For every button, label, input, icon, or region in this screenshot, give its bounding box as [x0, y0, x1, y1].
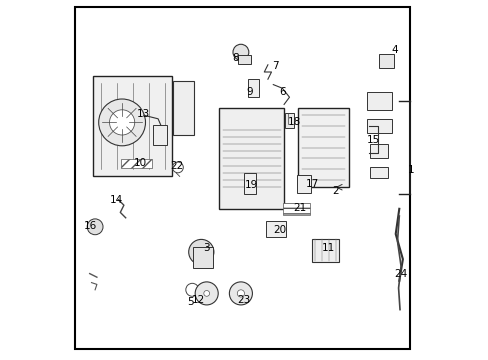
Text: 5: 5: [187, 297, 193, 307]
Text: 8: 8: [232, 53, 239, 63]
Circle shape: [99, 99, 145, 146]
Text: 10: 10: [134, 158, 147, 168]
Text: 12: 12: [191, 294, 204, 305]
Text: 16: 16: [83, 221, 97, 231]
Bar: [370, 144, 387, 158]
Circle shape: [203, 291, 209, 296]
Bar: [121, 159, 151, 168]
Bar: [366, 92, 391, 110]
Text: 4: 4: [391, 45, 398, 55]
Bar: [93, 76, 172, 176]
Bar: [266, 220, 285, 237]
Bar: [366, 119, 391, 133]
Circle shape: [237, 290, 244, 297]
Text: 22: 22: [170, 161, 183, 171]
Text: 19: 19: [244, 180, 257, 190]
Circle shape: [229, 282, 252, 305]
Text: 7: 7: [272, 60, 279, 71]
Text: 13: 13: [136, 109, 149, 120]
Bar: [298, 108, 348, 187]
Text: 3: 3: [203, 243, 209, 253]
Text: 18: 18: [287, 117, 300, 127]
Circle shape: [87, 219, 103, 235]
Bar: [152, 125, 167, 145]
Text: 2: 2: [331, 186, 338, 196]
Text: 15: 15: [366, 135, 379, 145]
Bar: [219, 108, 284, 209]
Text: 20: 20: [273, 225, 286, 235]
Bar: [311, 239, 338, 262]
Bar: [172, 81, 194, 135]
Bar: [247, 79, 258, 97]
Circle shape: [195, 282, 218, 305]
Circle shape: [172, 162, 183, 173]
Text: 11: 11: [321, 243, 334, 253]
Text: 9: 9: [246, 87, 253, 97]
Bar: [379, 54, 393, 68]
Text: 17: 17: [305, 179, 318, 189]
Circle shape: [185, 283, 199, 296]
Text: 21: 21: [293, 203, 306, 213]
Text: 23: 23: [237, 294, 250, 305]
Bar: [370, 167, 387, 178]
Bar: [193, 247, 213, 268]
Bar: [238, 55, 250, 64]
Circle shape: [109, 110, 134, 135]
Bar: [283, 202, 309, 215]
Text: 14: 14: [110, 195, 123, 205]
Bar: [243, 173, 256, 194]
Bar: [285, 113, 293, 128]
Circle shape: [188, 239, 213, 265]
Circle shape: [232, 44, 248, 60]
Text: 1: 1: [407, 165, 413, 175]
Text: 24: 24: [394, 269, 407, 279]
Bar: [296, 175, 310, 193]
Text: 6: 6: [279, 87, 285, 97]
